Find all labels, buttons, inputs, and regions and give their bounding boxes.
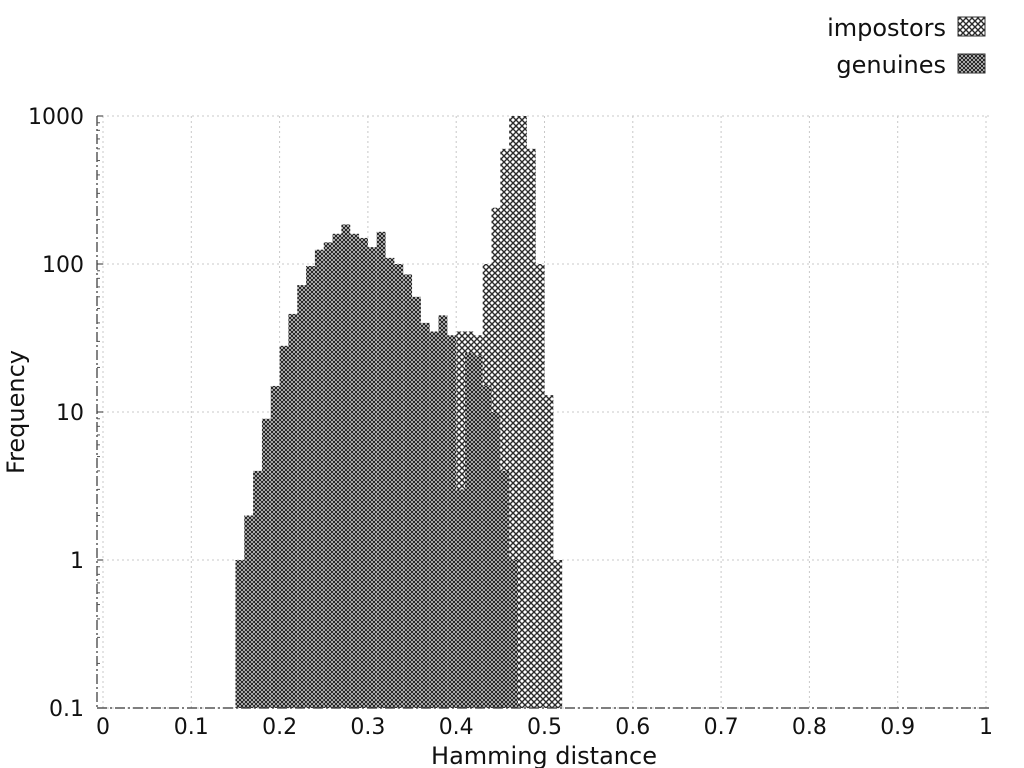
y-tick-label: 1 bbox=[70, 549, 84, 574]
bar-genuines bbox=[359, 237, 368, 708]
bar-genuines bbox=[367, 247, 377, 708]
x-tick-label: 0.5 bbox=[527, 715, 562, 740]
x-axis-ticks: 0 0.1 0.2 0.3 0.4 0.5 0.6 0.7 0.8 0.9 1 bbox=[96, 715, 993, 740]
y-tick-label: 1000 bbox=[28, 105, 84, 130]
x-tick-label: 0.7 bbox=[704, 715, 739, 740]
legend-swatch-genuines bbox=[957, 53, 986, 74]
bar-genuines bbox=[509, 560, 519, 708]
bar-genuines bbox=[482, 385, 492, 708]
y-axis-title: Frequency bbox=[2, 350, 30, 474]
bar-genuines bbox=[288, 313, 298, 708]
bar-impostors bbox=[553, 560, 563, 708]
bar-genuines bbox=[438, 315, 448, 708]
x-tick-label: 0.6 bbox=[615, 715, 650, 740]
bar-genuines bbox=[306, 265, 315, 708]
x-tick-label: 1 bbox=[979, 715, 993, 740]
bar-impostors bbox=[500, 148, 510, 708]
legend-label-genuines: genuines bbox=[836, 51, 946, 79]
x-tick-label: 0.8 bbox=[792, 715, 827, 740]
x-tick-label: 0.3 bbox=[350, 715, 385, 740]
y-tick-label: 10 bbox=[56, 401, 84, 426]
x-tick-label: 0 bbox=[96, 715, 110, 740]
bar-genuines bbox=[235, 560, 245, 708]
bar-genuines bbox=[491, 412, 501, 708]
legend-label-impostors: impostors bbox=[827, 14, 946, 42]
bar-genuines bbox=[456, 489, 466, 708]
x-tick-label: 0.1 bbox=[174, 715, 209, 740]
bar-genuines bbox=[332, 233, 342, 708]
bar-genuines bbox=[473, 355, 483, 708]
legend: impostors genuines bbox=[827, 14, 986, 79]
bar-genuines bbox=[412, 296, 421, 708]
bar-impostors bbox=[509, 116, 519, 708]
bar-genuines bbox=[314, 249, 324, 708]
bar-genuines bbox=[403, 274, 413, 708]
bar-genuines bbox=[394, 264, 404, 708]
x-tick-label: 0.9 bbox=[880, 715, 915, 740]
bar-genuines bbox=[350, 233, 360, 708]
y-axis-ticks: 0.1 1 10 100 1000 bbox=[28, 105, 103, 722]
y-tick-label: 100 bbox=[42, 253, 84, 278]
bar-genuines bbox=[244, 515, 254, 708]
bar-genuines bbox=[385, 257, 395, 708]
bar-genuines bbox=[253, 470, 262, 708]
genuines-bars bbox=[235, 224, 519, 708]
bar-genuines bbox=[465, 353, 474, 708]
bar-impostors bbox=[535, 264, 545, 708]
bar-impostors bbox=[526, 148, 536, 708]
bar-genuines bbox=[323, 242, 333, 708]
bar-genuines bbox=[297, 285, 307, 708]
bar-genuines bbox=[341, 224, 351, 708]
bar-impostors bbox=[544, 395, 554, 708]
bar-genuines bbox=[447, 335, 457, 708]
x-axis-title: Hamming distance bbox=[431, 742, 657, 768]
bar-genuines bbox=[261, 418, 271, 708]
x-tick-label: 0.4 bbox=[439, 715, 474, 740]
bar-genuines bbox=[376, 231, 386, 708]
bar-impostors bbox=[518, 116, 527, 708]
bar-genuines bbox=[279, 345, 289, 708]
y-tick-label: 0.1 bbox=[49, 697, 84, 722]
bar-genuines bbox=[500, 470, 510, 708]
bar-genuines bbox=[270, 385, 280, 708]
bar-genuines bbox=[420, 322, 430, 708]
legend-swatch-impostors bbox=[957, 16, 986, 37]
bar-genuines bbox=[429, 331, 439, 708]
x-tick-label: 0.2 bbox=[262, 715, 297, 740]
